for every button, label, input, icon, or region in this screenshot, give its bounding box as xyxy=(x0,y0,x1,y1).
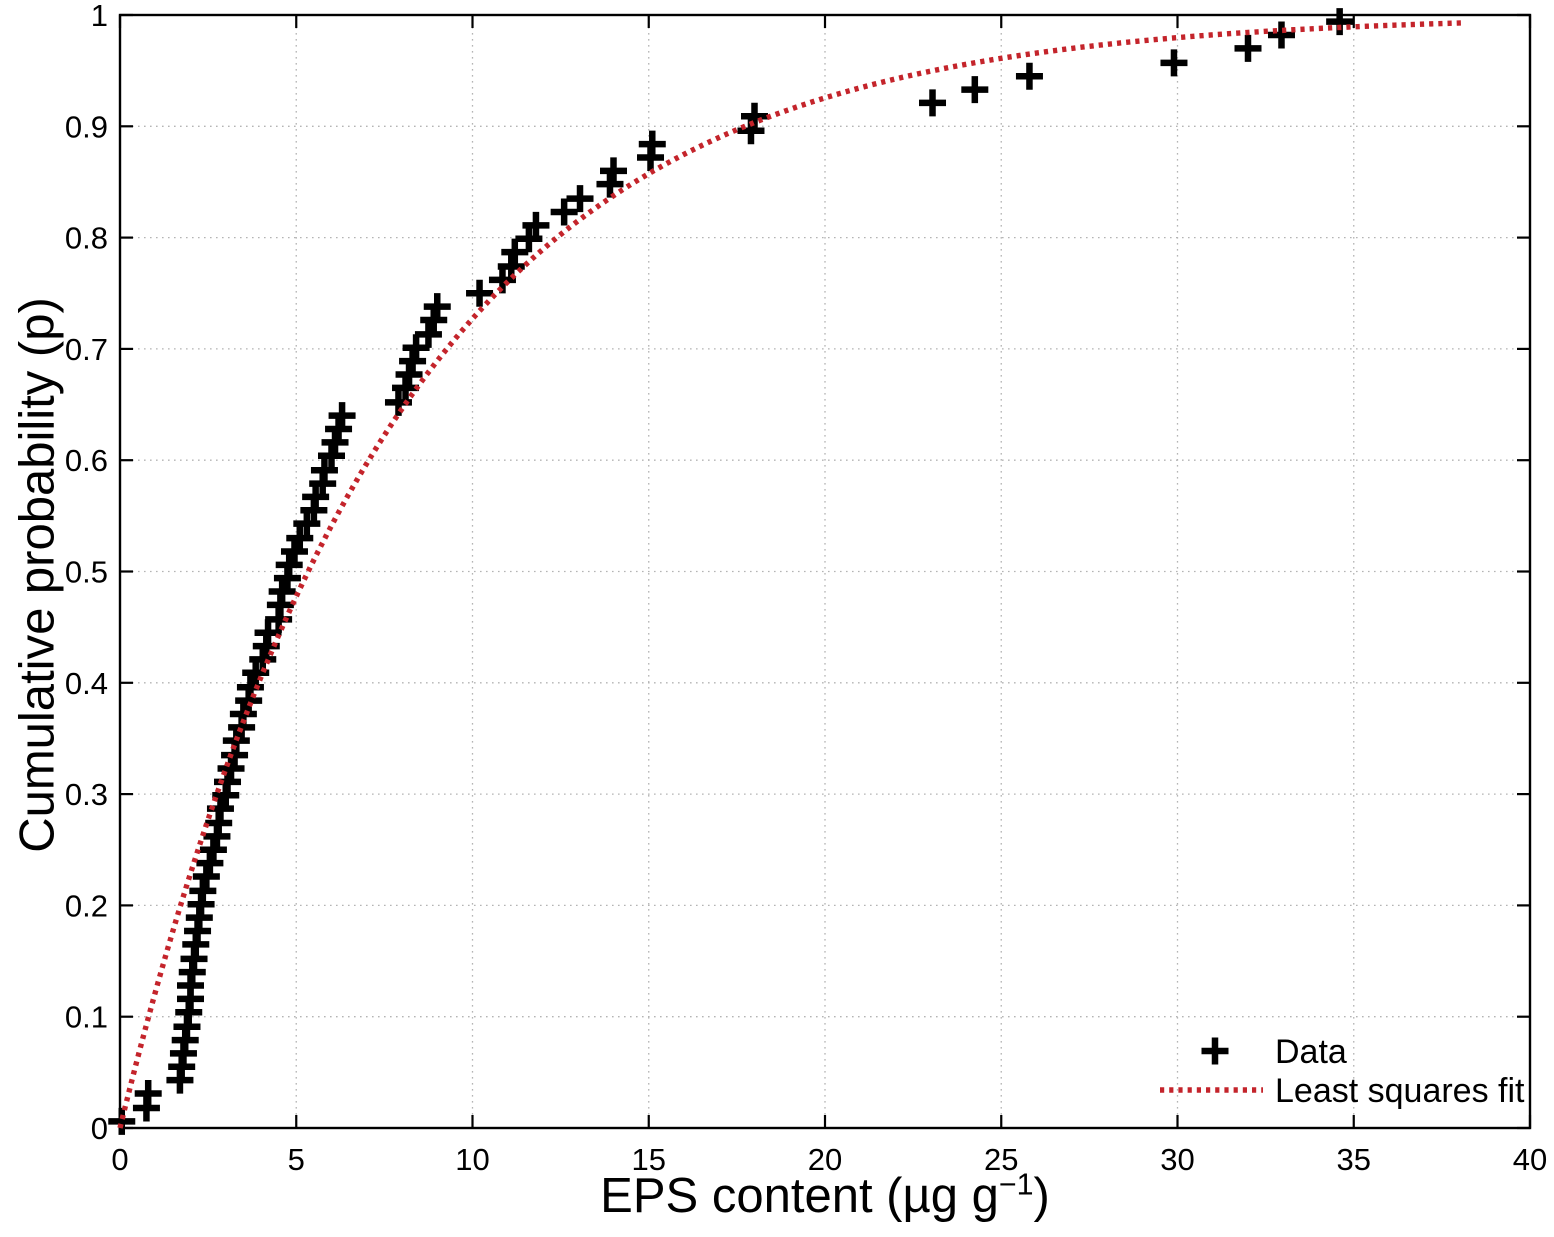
y-tick-label: 0.6 xyxy=(65,443,108,478)
x-axis-label-superscript: −1 xyxy=(998,1167,1034,1202)
data-point-marker xyxy=(420,306,448,334)
y-tick-label: 0.9 xyxy=(65,109,108,144)
x-tick-label: 40 xyxy=(1513,1142,1547,1177)
x-axis-label-text: EPS content (µg g xyxy=(600,1169,999,1223)
data-point-marker xyxy=(414,320,442,348)
data-point-marker xyxy=(268,578,296,606)
data-point-marker xyxy=(550,198,578,226)
x-tick-label: 15 xyxy=(632,1142,666,1177)
x-tick-label: 30 xyxy=(1160,1142,1194,1177)
tick-label-layer: 0 5 10 15 20 25 30 35 40 0 0.1 0.2 0.3 0.4 0.5 0.6 0.7 0.… xyxy=(65,0,1547,1177)
y-tick-label: 0.8 xyxy=(65,221,108,256)
data-point-marker xyxy=(325,415,353,443)
legend-label-data: Data xyxy=(1275,1033,1347,1071)
x-axis-label: EPS content (µg g−1) xyxy=(120,1168,1530,1224)
data-point-marker xyxy=(522,211,550,239)
data-point-marker xyxy=(919,89,947,117)
y-axis-label: Cumulative probability (p) xyxy=(10,297,65,853)
least-squares-fit-line xyxy=(117,20,1464,1129)
axes-layer xyxy=(118,13,1532,1130)
data-point-marker xyxy=(399,347,427,375)
data-point-marker xyxy=(596,170,624,198)
x-tick-label: 10 xyxy=(455,1142,489,1177)
data-points-series xyxy=(108,8,1354,1135)
data-point-marker xyxy=(1234,34,1262,62)
data-point-marker xyxy=(222,727,250,755)
x-tick-label: 35 xyxy=(1337,1142,1371,1177)
data-point-marker xyxy=(1160,49,1188,77)
data-point-marker xyxy=(189,877,217,905)
data-point-marker xyxy=(395,360,423,388)
x-tick-label: 0 xyxy=(111,1142,128,1177)
data-point-marker xyxy=(280,537,308,565)
data-point-marker xyxy=(402,334,430,362)
data-point-marker xyxy=(196,849,224,877)
legend-data-marker-icon xyxy=(1201,1037,1229,1065)
x-tick-label: 25 xyxy=(984,1142,1018,1177)
data-point-marker xyxy=(286,524,314,552)
fit-layer xyxy=(117,20,1464,1129)
x-tick-label: 5 xyxy=(288,1142,305,1177)
y-tick-label: 0.5 xyxy=(65,555,108,590)
data-point-marker xyxy=(1326,8,1354,36)
data-point-marker xyxy=(638,130,666,158)
data-point-marker xyxy=(108,1107,136,1135)
data-point-marker xyxy=(466,279,494,307)
legend-label-least-squares-fit: Least squares fit xyxy=(1275,1072,1525,1110)
data-point-marker xyxy=(961,76,989,104)
data-point-marker xyxy=(134,1080,162,1107)
y-tick-label: 0 xyxy=(91,1111,108,1146)
x-tick-label: 20 xyxy=(808,1142,842,1177)
data-point-marker xyxy=(217,755,245,783)
data-point-marker xyxy=(600,157,627,185)
data-point-marker xyxy=(1015,62,1043,90)
data-point-marker xyxy=(199,836,227,864)
y-tick-label: 0.1 xyxy=(65,1000,108,1035)
y-tick-label: 0.4 xyxy=(65,666,108,701)
grid-layer xyxy=(120,15,1530,1128)
data-point-marker xyxy=(423,293,451,321)
x-axis-label-suffix: ) xyxy=(1033,1169,1050,1223)
data-point-marker xyxy=(501,238,529,266)
data-point-marker xyxy=(310,456,338,484)
data-point-marker xyxy=(318,442,345,470)
data-point-marker xyxy=(566,185,594,213)
data-point-marker xyxy=(1267,21,1295,49)
y-tick-label: 0.2 xyxy=(65,888,108,923)
data-point-marker xyxy=(275,551,303,579)
y-tick-label: 0.7 xyxy=(65,332,108,367)
data-point-marker xyxy=(328,402,356,430)
data-point-marker xyxy=(192,862,220,890)
data-point-marker xyxy=(321,428,349,456)
y-tick-label: 1 xyxy=(91,0,108,33)
y-tick-label: 0.3 xyxy=(65,777,108,812)
